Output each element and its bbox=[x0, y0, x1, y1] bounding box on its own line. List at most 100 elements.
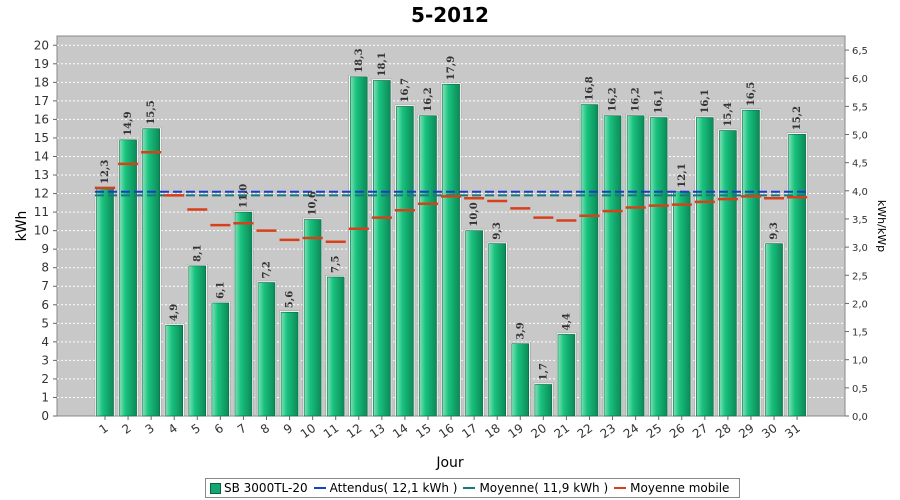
y2-axis-label: kWh/kWp bbox=[875, 200, 888, 252]
x-tick-label: 18 bbox=[482, 421, 503, 441]
bar bbox=[303, 219, 322, 417]
y2-tick-label: 2,0 bbox=[852, 299, 868, 310]
data-label: 16,8 bbox=[584, 76, 595, 100]
y-tick-label: 10 bbox=[34, 224, 49, 238]
y-tick-label: 13 bbox=[34, 168, 49, 182]
data-label: 16,1 bbox=[700, 89, 711, 113]
bar bbox=[603, 115, 622, 417]
x-tick-label: 2 bbox=[120, 421, 134, 437]
data-label: 16,7 bbox=[400, 78, 411, 102]
bar bbox=[511, 343, 530, 417]
bar bbox=[765, 243, 783, 417]
y-tick-label: 4 bbox=[41, 335, 49, 349]
legend-item-production: SB 3000TL-20 bbox=[210, 481, 308, 495]
bar bbox=[326, 276, 345, 417]
x-tick-label: 13 bbox=[367, 421, 388, 441]
x-tick-label: 11 bbox=[321, 421, 342, 441]
data-label: 7,2 bbox=[261, 261, 272, 278]
legend-swatch-production bbox=[210, 482, 221, 494]
data-label: 8,1 bbox=[192, 244, 203, 261]
legend-label-production: SB 3000TL-20 bbox=[224, 481, 308, 495]
legend-swatch-moving-average bbox=[614, 487, 627, 489]
x-tick-label: 1 bbox=[96, 421, 110, 437]
y2-tick-label: 2,5 bbox=[852, 271, 868, 282]
bar bbox=[788, 133, 806, 417]
data-label: 9,3 bbox=[769, 222, 780, 239]
y2-tick-label: 1,5 bbox=[852, 328, 868, 339]
x-tick-label: 9 bbox=[281, 421, 295, 437]
x-tick-label: 29 bbox=[736, 421, 757, 441]
y-tick-label: 3 bbox=[41, 353, 49, 367]
x-tick-label: 15 bbox=[413, 421, 434, 441]
y2-tick-label: 3,0 bbox=[852, 243, 868, 254]
bar bbox=[234, 211, 253, 417]
y-tick-label: 14 bbox=[34, 149, 49, 163]
bar bbox=[119, 139, 137, 417]
bar bbox=[96, 187, 114, 417]
bar bbox=[649, 117, 668, 417]
y2-tick-label: 4,0 bbox=[852, 187, 868, 198]
data-label: 18,1 bbox=[377, 52, 388, 76]
x-tick-label: 25 bbox=[644, 421, 665, 441]
y-tick-label: 12 bbox=[34, 187, 49, 201]
bar bbox=[257, 282, 276, 417]
y-tick-label: 0 bbox=[41, 409, 49, 423]
data-label: 6,1 bbox=[215, 282, 226, 299]
x-tick-label: 31 bbox=[782, 421, 803, 441]
y-tick-label: 20 bbox=[34, 38, 49, 52]
x-tick-label: 30 bbox=[759, 421, 780, 441]
y-tick-label: 16 bbox=[34, 112, 49, 126]
y-tick-label: 11 bbox=[34, 205, 49, 219]
data-label: 15,2 bbox=[792, 106, 803, 130]
bar bbox=[696, 117, 714, 417]
data-label: 12,3 bbox=[100, 160, 111, 184]
y-tick-label: 15 bbox=[34, 131, 49, 145]
x-tick-label: 8 bbox=[258, 421, 272, 437]
data-label: 16,2 bbox=[423, 87, 434, 111]
bar bbox=[188, 265, 207, 417]
x-tick-label: 21 bbox=[552, 421, 573, 441]
bar bbox=[719, 130, 737, 417]
bar bbox=[534, 384, 553, 417]
data-label: 10,0 bbox=[469, 202, 480, 226]
y2-tick-label: 0,5 bbox=[852, 384, 868, 395]
y2-tick-label: 6,0 bbox=[852, 74, 868, 85]
bar bbox=[557, 334, 576, 417]
y2-tick-label: 3,5 bbox=[852, 215, 868, 226]
x-tick-label: 23 bbox=[598, 421, 619, 441]
x-tick-label: 27 bbox=[690, 421, 711, 441]
legend-item-average: Moyenne( 11,9 kWh ) bbox=[463, 481, 608, 495]
y-tick-label: 2 bbox=[41, 372, 49, 386]
legend-label-expected: Attendus( 12,1 kWh ) bbox=[329, 481, 458, 495]
x-tick-label: 5 bbox=[189, 421, 203, 437]
data-label: 4,4 bbox=[561, 313, 572, 330]
bar bbox=[396, 106, 414, 417]
x-tick-label: 24 bbox=[621, 421, 642, 441]
x-tick-label: 7 bbox=[235, 421, 249, 437]
x-tick-label: 4 bbox=[166, 421, 180, 437]
y-tick-label: 9 bbox=[41, 242, 49, 256]
data-label: 11,0 bbox=[238, 184, 249, 208]
bar bbox=[488, 243, 506, 417]
bar bbox=[349, 76, 368, 417]
legend: SB 3000TL-20 Attendus( 12,1 kWh ) Moyenn… bbox=[205, 478, 741, 498]
x-tick-label: 14 bbox=[390, 421, 411, 441]
x-axis-label: Jour bbox=[435, 455, 464, 471]
data-label: 15,4 bbox=[723, 102, 734, 126]
x-tick-label: 12 bbox=[344, 421, 365, 441]
x-tick-label: 10 bbox=[298, 421, 319, 441]
x-tick-label: 28 bbox=[713, 421, 734, 441]
x-tick-label: 19 bbox=[505, 421, 526, 441]
x-tick-label: 6 bbox=[212, 421, 226, 437]
data-label: 16,2 bbox=[631, 87, 642, 111]
legend-label-moving-average: Moyenne mobile bbox=[630, 481, 730, 495]
x-tick-label: 22 bbox=[575, 421, 596, 441]
y-tick-label: 19 bbox=[34, 57, 49, 71]
legend-label-average: Moyenne( 11,9 kWh ) bbox=[479, 481, 609, 495]
y2-tick-label: 0,0 bbox=[852, 412, 868, 423]
bar bbox=[465, 230, 483, 417]
y-tick-label: 5 bbox=[41, 316, 49, 330]
bar bbox=[742, 109, 760, 417]
x-tick-label: 17 bbox=[459, 421, 480, 441]
